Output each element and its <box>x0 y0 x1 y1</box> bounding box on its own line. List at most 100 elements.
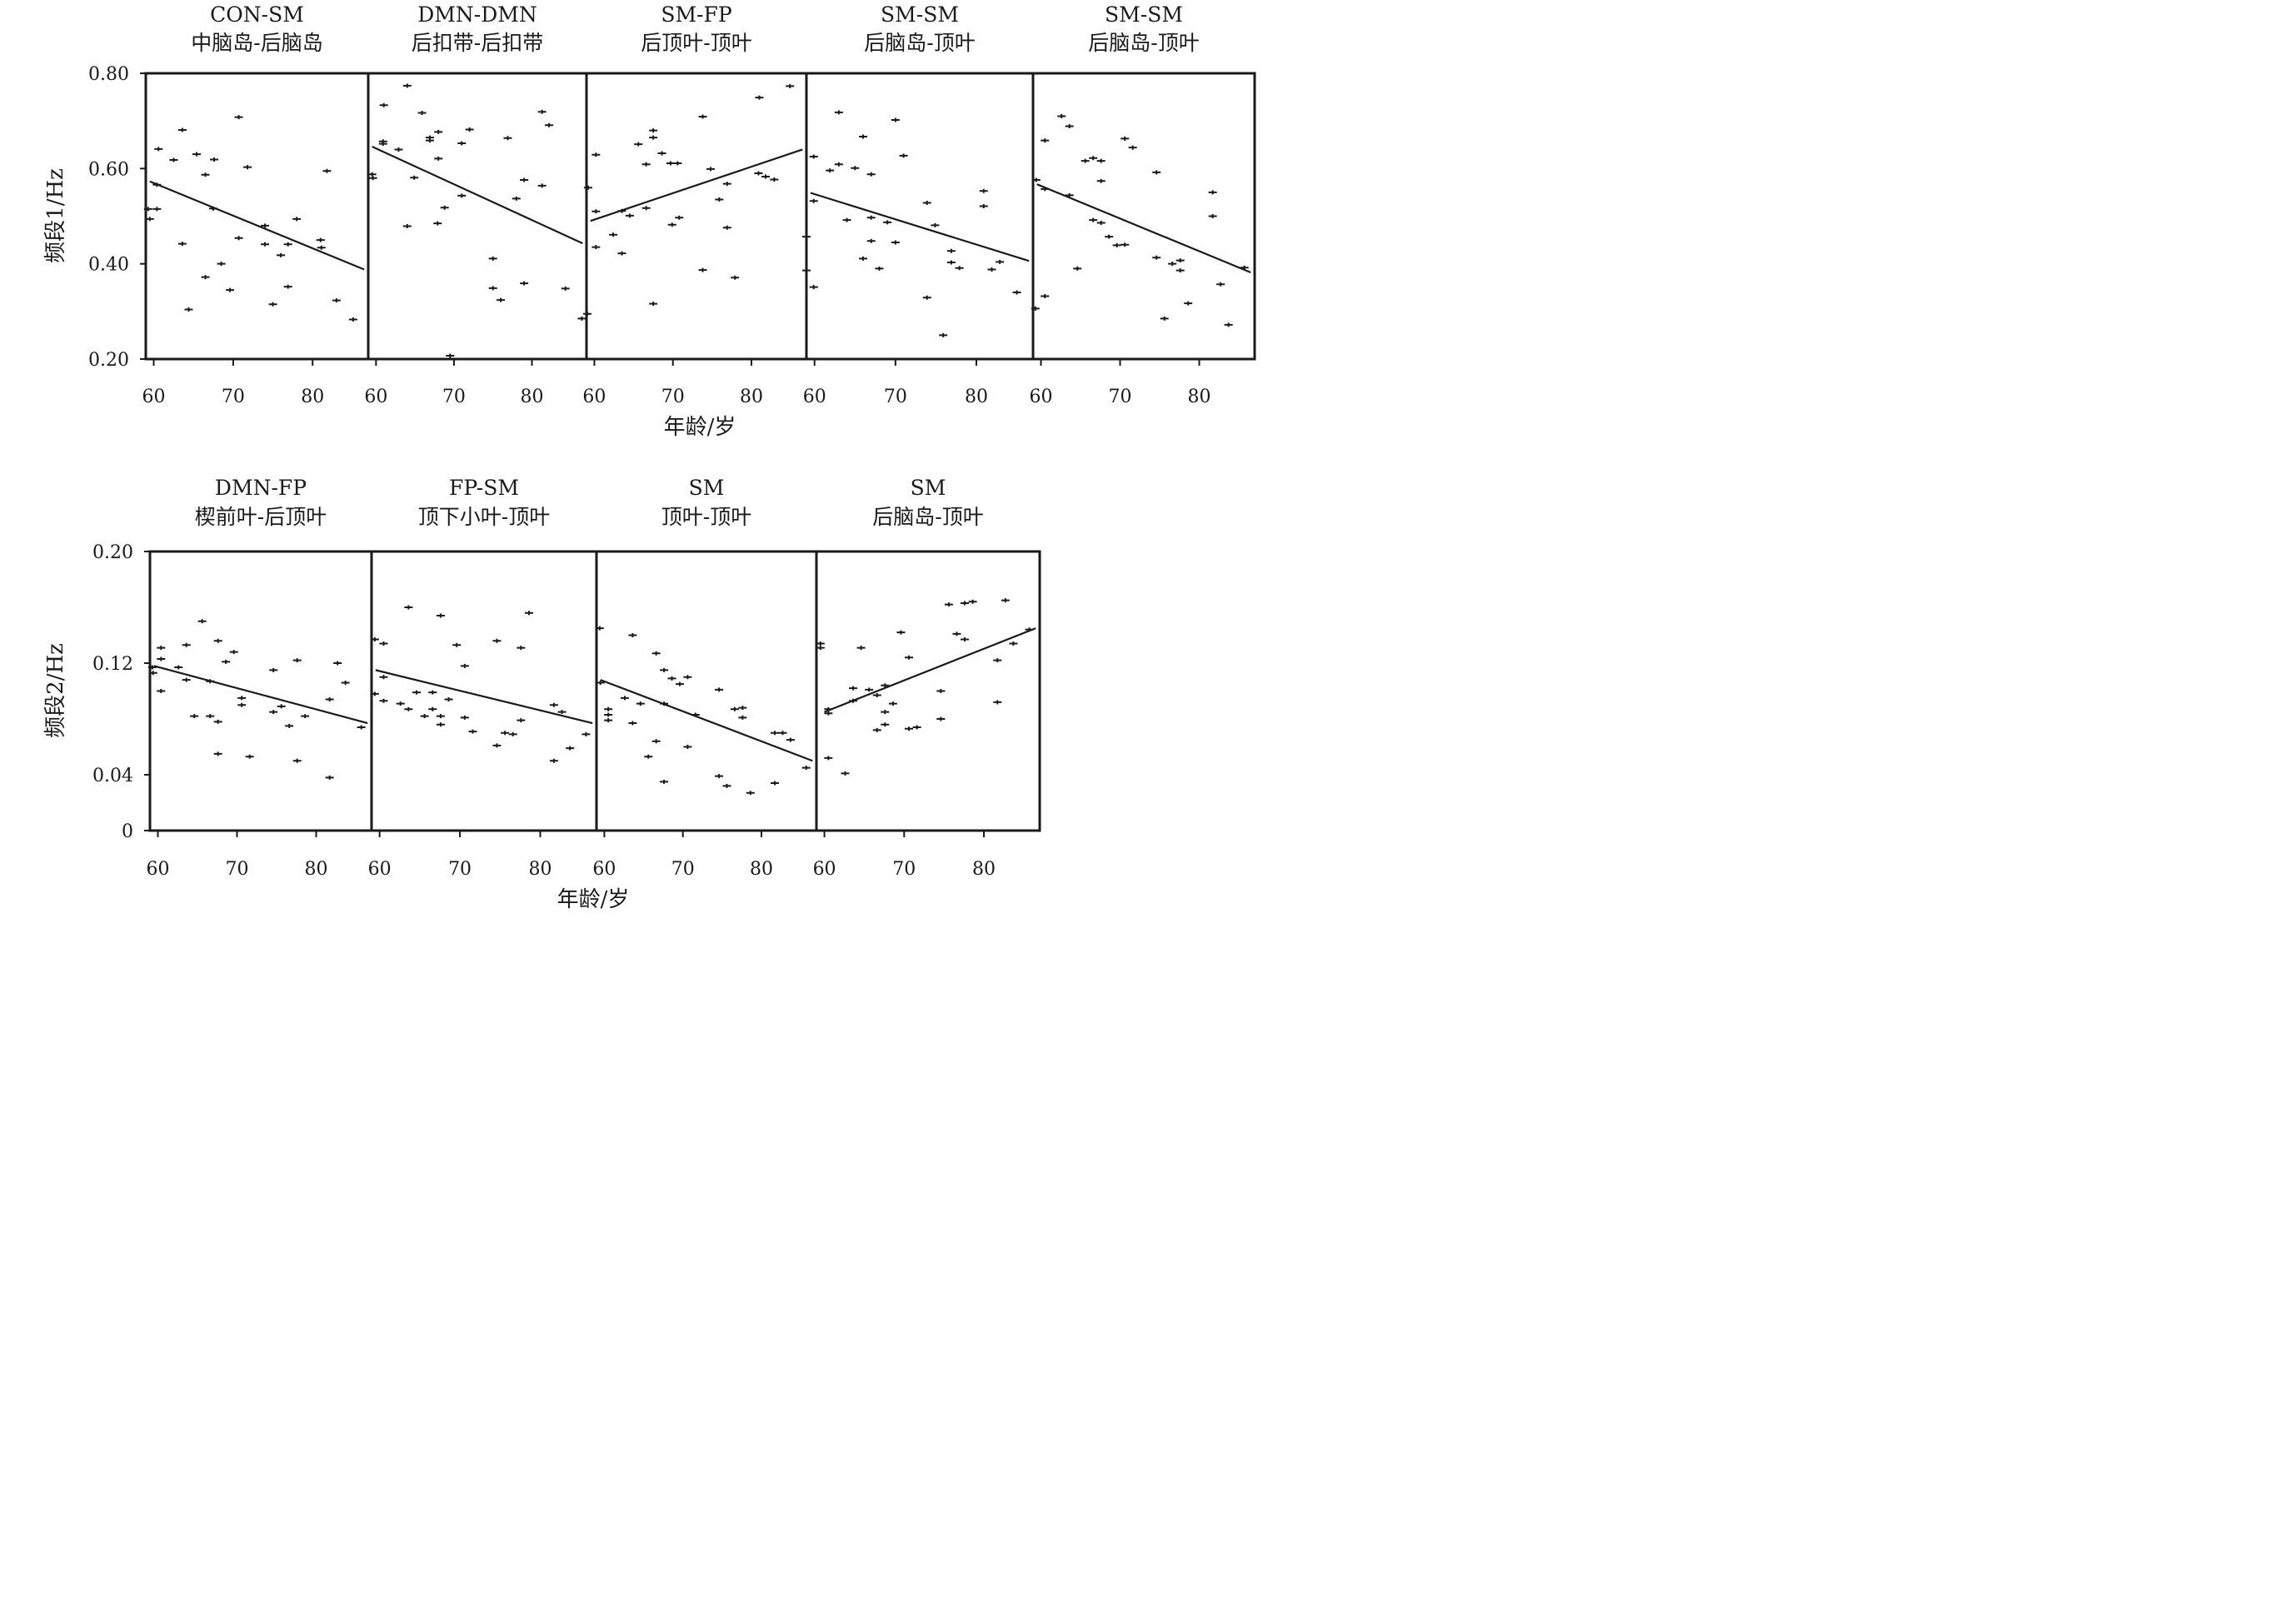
data-point <box>987 267 996 272</box>
data-point <box>667 222 676 227</box>
data-point <box>285 723 294 728</box>
data-point <box>1112 242 1121 247</box>
data-point <box>809 198 818 203</box>
x-tick-label: 70 <box>661 387 685 407</box>
data-point <box>292 217 302 222</box>
data-point <box>206 714 215 719</box>
data-point <box>402 224 412 229</box>
data-point <box>412 690 421 695</box>
panel-title-line1: CON-SM <box>210 2 304 27</box>
data-point <box>628 633 637 637</box>
data-point <box>872 693 881 698</box>
y-tick-label: 0.80 <box>88 64 129 85</box>
data-point <box>561 286 570 291</box>
data-point <box>325 775 334 780</box>
data-point <box>245 754 254 759</box>
data-point <box>834 110 843 115</box>
data-point <box>557 710 567 715</box>
data-point <box>434 129 443 134</box>
x-tick-label: 80 <box>305 859 328 880</box>
data-point <box>636 701 645 706</box>
panel-title-line1: SM-SM <box>1105 2 1183 27</box>
data-point <box>545 122 554 127</box>
x-tick-label: 80 <box>301 387 324 407</box>
data-point <box>537 109 547 114</box>
data-point <box>292 758 302 763</box>
data-point <box>722 182 731 187</box>
data-point <box>1160 316 1169 321</box>
regression-line <box>1036 183 1251 273</box>
data-point <box>213 638 222 643</box>
data-point <box>213 751 222 756</box>
data-point <box>1152 255 1161 260</box>
x-tick-label: 60 <box>803 387 826 407</box>
data-point <box>268 302 277 307</box>
x-tick-label: 70 <box>1109 387 1132 407</box>
data-point <box>649 302 658 307</box>
data-point <box>1041 294 1050 299</box>
data-point <box>201 172 210 177</box>
data-point <box>644 754 653 759</box>
data-point <box>410 175 419 180</box>
data-point <box>660 667 669 672</box>
data-point <box>488 286 497 291</box>
data-point <box>961 637 970 642</box>
data-point <box>899 153 908 158</box>
data-point <box>881 710 890 715</box>
data-point <box>738 706 747 711</box>
data-point <box>157 689 166 693</box>
panel-title-line2: 中脑岛-后脑岛 <box>191 31 322 55</box>
data-point <box>525 611 533 616</box>
data-point <box>641 162 651 167</box>
x-tick-label: 80 <box>972 859 996 880</box>
data-point <box>190 714 199 719</box>
data-point <box>379 698 388 703</box>
data-point <box>922 200 931 205</box>
data-point <box>872 727 881 732</box>
x-tick-label: 70 <box>222 387 245 407</box>
data-point <box>809 285 818 290</box>
figure: 0.20 0.40 0.60 0.80 频段1/Hz 年龄/岁 CON-SM 中脑岛-后脑岛 6… <box>43 2 1256 912</box>
data-point <box>577 316 586 321</box>
data-point <box>809 154 818 159</box>
x-tick-label: 80 <box>965 387 988 407</box>
y-tick-label: 0.12 <box>92 654 133 675</box>
data-point <box>881 722 890 727</box>
data-point <box>368 176 377 181</box>
data-point <box>396 701 405 706</box>
data-point <box>177 242 187 247</box>
data-point <box>1121 242 1130 247</box>
panel-title-line1: SM-SM <box>881 2 959 27</box>
data-point <box>755 95 764 100</box>
x-tick-label: 70 <box>884 387 907 407</box>
panel-title-line1: DMN-DMN <box>417 2 537 27</box>
data-point <box>931 222 940 227</box>
panel-title-line2: 后脑岛-顶叶 <box>1088 31 1199 55</box>
data-point <box>197 619 207 624</box>
data-point <box>503 136 512 141</box>
data-point <box>888 701 897 706</box>
data-point <box>939 332 948 337</box>
data-point <box>549 702 558 707</box>
y-axis-title: 频段2/Hz <box>43 643 68 738</box>
panel-title-line2: 顶下小叶-顶叶 <box>418 505 550 529</box>
panel-title-line1: DMN-FP <box>215 476 307 500</box>
data-point <box>842 217 851 222</box>
y-tick-label: 0.20 <box>88 350 129 371</box>
data-point <box>292 658 302 663</box>
panel-1-3: SM-FP 后顶叶-顶叶 60 70 80 <box>582 2 803 407</box>
regression-line <box>149 180 365 271</box>
panel-2-4: SM 后脑岛-顶叶 60 70 80 <box>813 476 1036 880</box>
data-point <box>891 117 900 122</box>
data-point <box>996 259 1005 264</box>
data-point <box>715 774 724 779</box>
panel-title-line2: 后脑岛-顶叶 <box>864 31 975 55</box>
panel-2-2: FP-SM 顶下小叶-顶叶 60 70 80 <box>368 476 593 880</box>
y-tick-label: 0.20 <box>92 542 133 563</box>
regression-line <box>372 146 583 245</box>
data-point <box>754 171 763 176</box>
data-point <box>517 718 526 723</box>
panel-title-line1: SM <box>689 476 725 500</box>
data-point <box>849 686 858 691</box>
data-point <box>786 83 795 88</box>
